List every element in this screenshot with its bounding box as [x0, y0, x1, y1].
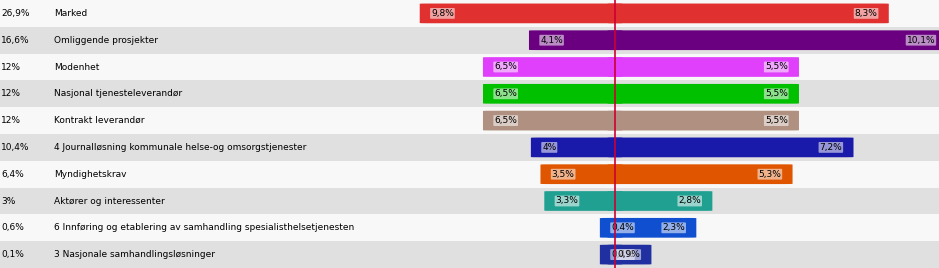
Text: 6,5%: 6,5% — [494, 116, 517, 125]
FancyBboxPatch shape — [0, 134, 939, 161]
Text: Aktører og interessenter: Aktører og interessenter — [54, 196, 165, 206]
FancyBboxPatch shape — [0, 0, 939, 27]
Text: 3 Nasjonale samhandlingsløsninger: 3 Nasjonale samhandlingsløsninger — [54, 250, 215, 259]
Text: 0,4%: 0,4% — [611, 223, 634, 232]
FancyBboxPatch shape — [541, 164, 623, 184]
FancyBboxPatch shape — [608, 245, 652, 265]
Text: 0,1%: 0,1% — [1, 250, 23, 259]
FancyBboxPatch shape — [608, 218, 697, 238]
Text: 7,2%: 7,2% — [820, 143, 842, 152]
Text: Marked: Marked — [54, 9, 87, 18]
FancyBboxPatch shape — [483, 84, 623, 104]
FancyBboxPatch shape — [608, 30, 939, 50]
Text: 2,3%: 2,3% — [662, 223, 685, 232]
Text: 5,5%: 5,5% — [765, 116, 788, 125]
FancyBboxPatch shape — [608, 3, 889, 23]
Text: Modenhet: Modenhet — [54, 62, 100, 72]
FancyBboxPatch shape — [0, 161, 939, 188]
Text: 12%: 12% — [1, 89, 21, 98]
FancyBboxPatch shape — [608, 111, 799, 131]
Text: 5,3%: 5,3% — [759, 170, 781, 179]
FancyBboxPatch shape — [0, 54, 939, 80]
Text: 6,4%: 6,4% — [1, 170, 23, 179]
FancyBboxPatch shape — [608, 137, 854, 157]
Text: 0,6%: 0,6% — [1, 223, 23, 232]
Text: 10,4%: 10,4% — [1, 143, 29, 152]
FancyBboxPatch shape — [483, 57, 623, 77]
Text: 6,5%: 6,5% — [494, 89, 517, 98]
Text: 5,5%: 5,5% — [765, 89, 788, 98]
FancyBboxPatch shape — [600, 245, 623, 265]
Text: 10,1%: 10,1% — [907, 36, 935, 45]
Text: 0,4%: 0,4% — [611, 250, 634, 259]
FancyBboxPatch shape — [483, 111, 623, 131]
Text: 4%: 4% — [542, 143, 557, 152]
Text: 26,9%: 26,9% — [1, 9, 29, 18]
Text: 6,5%: 6,5% — [494, 62, 517, 72]
Text: 12%: 12% — [1, 116, 21, 125]
Text: 4,1%: 4,1% — [540, 36, 563, 45]
FancyBboxPatch shape — [0, 214, 939, 241]
Text: 16,6%: 16,6% — [1, 36, 29, 45]
FancyBboxPatch shape — [0, 80, 939, 107]
Text: 2,8%: 2,8% — [678, 196, 701, 206]
FancyBboxPatch shape — [545, 191, 623, 211]
FancyBboxPatch shape — [608, 191, 713, 211]
FancyBboxPatch shape — [529, 30, 623, 50]
FancyBboxPatch shape — [420, 3, 623, 23]
FancyBboxPatch shape — [0, 241, 939, 268]
Text: 3,5%: 3,5% — [552, 170, 575, 179]
Text: Omliggende prosjekter: Omliggende prosjekter — [54, 36, 159, 45]
FancyBboxPatch shape — [608, 84, 799, 104]
FancyBboxPatch shape — [0, 107, 939, 134]
FancyBboxPatch shape — [0, 188, 939, 214]
Text: 8,3%: 8,3% — [854, 9, 878, 18]
Text: 5,5%: 5,5% — [765, 62, 788, 72]
FancyBboxPatch shape — [0, 27, 939, 54]
Text: 6 Innføring og etablering av samhandling spesialisthelsetjenesten: 6 Innføring og etablering av samhandling… — [54, 223, 355, 232]
Text: 3%: 3% — [1, 196, 15, 206]
FancyBboxPatch shape — [600, 218, 623, 238]
Text: Kontrakt leverandør: Kontrakt leverandør — [54, 116, 145, 125]
Text: 0,9%: 0,9% — [617, 250, 640, 259]
FancyBboxPatch shape — [608, 57, 799, 77]
FancyBboxPatch shape — [531, 137, 623, 157]
Text: Nasjonal tjenesteleverandør: Nasjonal tjenesteleverandør — [54, 89, 182, 98]
Text: 9,8%: 9,8% — [431, 9, 454, 18]
FancyBboxPatch shape — [608, 164, 793, 184]
Text: 3,3%: 3,3% — [556, 196, 578, 206]
Text: 4 Journalløsning kommunale helse-og omsorgstjenester: 4 Journalløsning kommunale helse-og omso… — [54, 143, 307, 152]
Text: 12%: 12% — [1, 62, 21, 72]
Text: Myndighetskrav: Myndighetskrav — [54, 170, 127, 179]
